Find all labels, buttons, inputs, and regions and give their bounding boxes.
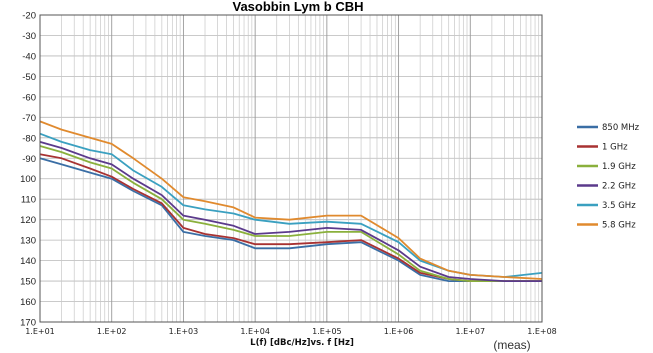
y-tick-label: -90 [22,154,36,165]
legend-label: 1 GHz [602,143,628,153]
x-tick-label: 1.E+02 [97,327,127,336]
chart-title: Vasobbin Lym b CBH [233,0,364,14]
y-tick-label: 150 [20,277,36,288]
x-axis-label: L(f) [dBc/Hz]vs. f [Hz] [250,338,354,348]
y-tick-label: 140 [20,256,36,267]
legend-label: 5.8 GHz [602,221,636,231]
y-tick-label: 110 [21,195,36,206]
y-tick-label: -40 [22,51,36,62]
series-line-4 [39,141,542,283]
series-lines [39,120,543,283]
y-tick-label: -60 [22,92,36,103]
y-tick-label: -50 [22,72,36,83]
legend: 850 MHz 1 GHz 1.9 GHz 2.2 GHz 3.5 GHz 5.8 GHz [577,123,640,231]
y-tick-label: 100 [20,174,36,185]
series-line-6 [39,120,543,280]
y-tick-label: -70 [22,113,36,124]
y-tick-label: 120 [20,215,36,226]
y-tick-label: -30 [22,31,36,42]
y-tick-label: 170 [20,318,36,329]
legend-label: 850 MHz [602,123,640,133]
measurement-note: (meas) [493,338,530,352]
series-line-3 [39,145,542,283]
x-tick-label: 1.E+06 [384,327,414,336]
x-tick-label: 1.E+05 [312,327,342,336]
y-tick-label: -20 [22,11,36,22]
x-tick-label: 1.E+07 [455,327,485,336]
x-tick-label: 1.E+04 [240,327,270,336]
y-tick-label: 160 [20,297,36,308]
x-axis-ticks: 1.E+01 1.E+02 1.E+03 1.E+04 1.E+05 1.E+06 1.E+… [25,327,557,336]
y-axis-ticks: -20 -30 -40 -50 -60 -70 -80 -90 100 110 120 130 140 1… [20,11,36,329]
x-tick-label: 1.E+03 [169,327,199,336]
x-tick-label: 1.E+01 [25,327,55,336]
y-tick-label: -80 [22,133,36,144]
x-tick-label: 1.E+08 [527,327,557,336]
plot-frame [39,14,543,323]
y-tick-label: 130 [20,236,36,247]
legend-label: 1.9 GHz [602,162,636,172]
legend-label: 3.5 GHz [602,201,636,211]
legend-label: 2.2 GHz [602,182,636,192]
series-line-1 [39,157,542,283]
grid [39,14,542,323]
